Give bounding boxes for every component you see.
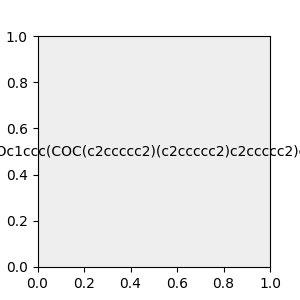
Text: FC(F)Oc1ccc(COC(c2ccccc2)(c2ccccc2)c2ccccc2)cc1CBr: FC(F)Oc1ccc(COC(c2ccccc2)(c2ccccc2)c2ccc…: [0, 145, 300, 158]
